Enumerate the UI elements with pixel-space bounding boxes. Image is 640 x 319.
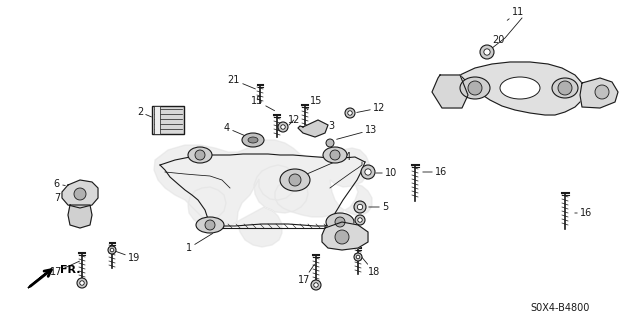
Text: 12: 12 <box>356 103 385 113</box>
Circle shape <box>358 218 362 222</box>
Circle shape <box>365 169 371 175</box>
Text: 17: 17 <box>298 264 314 285</box>
Circle shape <box>326 139 334 147</box>
Text: 10: 10 <box>376 168 397 178</box>
Circle shape <box>74 188 86 200</box>
Circle shape <box>484 49 490 55</box>
Text: 6: 6 <box>54 179 65 189</box>
Text: S0X4-B4800: S0X4-B4800 <box>531 303 589 313</box>
Ellipse shape <box>280 169 310 191</box>
Polygon shape <box>580 78 618 108</box>
Circle shape <box>361 165 375 179</box>
Text: 15: 15 <box>251 96 275 111</box>
Circle shape <box>314 283 318 287</box>
Ellipse shape <box>500 77 540 99</box>
Circle shape <box>480 45 494 59</box>
Circle shape <box>558 81 572 95</box>
Circle shape <box>80 281 84 285</box>
Text: 16: 16 <box>575 208 592 218</box>
Text: FR.: FR. <box>60 265 81 275</box>
Text: 3: 3 <box>321 121 334 131</box>
Ellipse shape <box>326 213 354 231</box>
Polygon shape <box>322 222 368 250</box>
Polygon shape <box>62 180 98 208</box>
Circle shape <box>205 220 215 230</box>
Circle shape <box>356 255 360 259</box>
Text: 11: 11 <box>508 7 524 20</box>
Circle shape <box>335 230 349 244</box>
Polygon shape <box>432 75 468 108</box>
Circle shape <box>354 201 366 213</box>
Text: 1: 1 <box>186 234 212 253</box>
Text: 18: 18 <box>362 257 380 277</box>
Circle shape <box>311 280 321 290</box>
Circle shape <box>110 248 114 252</box>
Text: 2: 2 <box>137 107 152 117</box>
Polygon shape <box>28 273 46 288</box>
Text: 21: 21 <box>228 75 255 89</box>
Circle shape <box>345 108 355 118</box>
Ellipse shape <box>242 133 264 147</box>
FancyBboxPatch shape <box>154 106 160 134</box>
Text: 16: 16 <box>423 167 447 177</box>
Circle shape <box>335 217 345 227</box>
Ellipse shape <box>196 217 224 233</box>
FancyBboxPatch shape <box>152 106 184 134</box>
Circle shape <box>77 278 87 288</box>
Circle shape <box>108 246 116 254</box>
Text: 7: 7 <box>54 193 63 203</box>
Text: 12: 12 <box>287 115 300 125</box>
Text: 14: 14 <box>303 152 352 176</box>
Polygon shape <box>298 120 328 137</box>
Polygon shape <box>154 140 372 247</box>
Circle shape <box>357 204 363 210</box>
Text: 5: 5 <box>369 202 388 212</box>
Ellipse shape <box>248 137 258 143</box>
Ellipse shape <box>323 147 347 163</box>
Circle shape <box>195 150 205 160</box>
Text: 4: 4 <box>224 123 246 136</box>
Text: 9: 9 <box>333 235 352 245</box>
Circle shape <box>595 85 609 99</box>
Circle shape <box>289 174 301 186</box>
Circle shape <box>348 111 352 115</box>
Polygon shape <box>68 205 92 228</box>
Circle shape <box>281 125 285 129</box>
Text: 17: 17 <box>50 261 79 277</box>
Text: 8: 8 <box>337 223 352 233</box>
Text: 13: 13 <box>337 125 377 139</box>
Circle shape <box>468 81 482 95</box>
Ellipse shape <box>188 147 212 163</box>
Circle shape <box>354 253 362 261</box>
Circle shape <box>278 122 288 132</box>
Circle shape <box>355 215 365 225</box>
Text: 19: 19 <box>115 251 140 263</box>
Text: 15: 15 <box>307 96 323 110</box>
Polygon shape <box>460 62 585 115</box>
Ellipse shape <box>460 77 490 99</box>
Text: 20: 20 <box>489 35 504 50</box>
Ellipse shape <box>552 78 578 98</box>
Circle shape <box>330 150 340 160</box>
